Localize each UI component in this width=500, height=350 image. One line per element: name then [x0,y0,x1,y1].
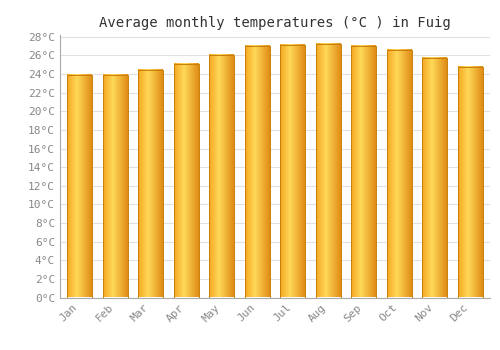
Title: Average monthly temperatures (°C ) in Fuig: Average monthly temperatures (°C ) in Fu… [99,16,451,30]
